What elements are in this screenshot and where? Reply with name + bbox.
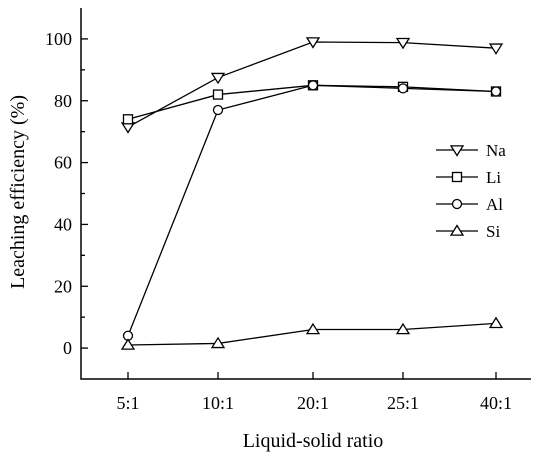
data-point-circle <box>451 198 463 210</box>
y-axis-label: Leaching efficiency (%) <box>7 95 29 289</box>
legend-label: Si <box>486 222 500 241</box>
legend-item-na: Na <box>436 141 506 160</box>
data-point-square <box>212 89 224 100</box>
legend-label: Li <box>486 168 501 187</box>
x-axis-label: Liquid-solid ratio <box>243 430 384 452</box>
data-point-triangle-down <box>449 145 465 157</box>
data-point-triangle-down <box>305 37 321 49</box>
data-point-triangle-up <box>488 316 504 329</box>
x-tick-label: 40:1 <box>480 393 512 413</box>
y-tick-label: 80 <box>54 91 72 111</box>
data-point-circle <box>212 104 224 116</box>
legend-item-si: Si <box>436 222 500 241</box>
legend-label: Na <box>486 141 506 160</box>
data-point-triangle-up <box>120 338 136 350</box>
data-point-triangle-down <box>488 43 504 55</box>
y-tick-label: 40 <box>54 214 72 234</box>
x-tick-label: 10:1 <box>202 393 234 413</box>
data-point-triangle-up <box>210 336 226 349</box>
x-tick-label: 5:1 <box>116 393 139 413</box>
y-axis-ticks: 0 20 40 60 80 100 <box>45 29 88 358</box>
data-point-square <box>122 114 134 125</box>
series-line-al <box>127 84 497 336</box>
axes-frame <box>80 8 531 380</box>
y-tick-label: 0 <box>63 338 72 358</box>
series-layer <box>120 37 504 350</box>
x-tick-label: 20:1 <box>297 393 329 413</box>
y-tick-label: 100 <box>45 29 72 49</box>
x-tick-label: 25:1 <box>387 393 419 413</box>
legend-item-al: Al <box>436 195 503 214</box>
data-point-circle <box>490 86 502 97</box>
data-point-triangle-down <box>210 72 226 85</box>
data-point-triangle-down <box>395 37 411 50</box>
data-point-square <box>451 171 463 183</box>
data-point-circle <box>307 80 319 91</box>
data-point-triangle-up <box>395 322 411 335</box>
plot-frame <box>80 8 531 380</box>
legend-item-li: Li <box>436 168 501 187</box>
data-point-circle <box>397 83 409 94</box>
series-si <box>120 316 504 350</box>
x-axis-ticks: 5:1 10:1 20:1 25:1 40:1 <box>116 372 512 413</box>
legend: Na Li Al Si <box>436 141 506 241</box>
series-na <box>120 37 504 134</box>
series-al <box>122 80 502 341</box>
y-tick-label: 20 <box>54 276 72 296</box>
legend-label: Al <box>486 195 503 214</box>
data-point-triangle-up <box>449 224 465 236</box>
data-point-triangle-up <box>305 322 321 335</box>
y-tick-label: 60 <box>54 153 72 173</box>
